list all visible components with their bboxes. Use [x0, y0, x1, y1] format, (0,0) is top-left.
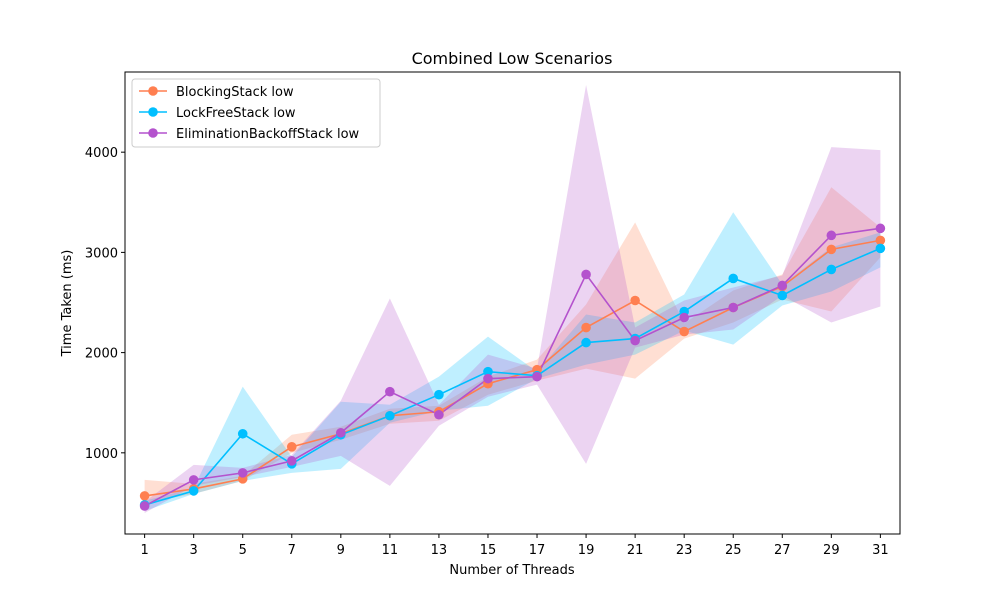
point-series-2-x-21 [630, 335, 640, 346]
point-series-2-x-5 [237, 468, 248, 478]
band-series-2 [144, 85, 881, 513]
point-series-1-x-15 [483, 366, 493, 377]
point-series-2-x-13 [434, 409, 444, 420]
x-tick-label: 21 [627, 543, 644, 558]
line-series-1 [144, 247, 881, 506]
point-series-2-x-3 [188, 475, 199, 485]
point-series-1-x-27 [777, 290, 788, 301]
y-tick-label: 1000 [85, 447, 118, 462]
x-tick-label: 13 [431, 543, 448, 558]
x-axis-ticks: 1 3 5 7 9 11 13 15 17 19 21 23 25 27 29 31 [140, 534, 889, 558]
x-tick-label: 19 [578, 543, 595, 558]
point-series-1-x-11 [385, 410, 395, 421]
point-series-1-x-29 [826, 264, 837, 275]
x-tick-label: 31 [872, 543, 889, 558]
point-series-2-x-17 [532, 371, 542, 382]
x-tick-label: 17 [529, 543, 546, 558]
legend-marker-series-1 [148, 107, 158, 117]
x-tick-label: 5 [239, 543, 247, 558]
x-tick-label: 1 [140, 543, 148, 558]
point-series-1-x-31 [875, 243, 886, 254]
x-tick-label: 23 [676, 543, 693, 558]
series-lines [144, 227, 881, 507]
legend-label-series-0: BlockingStack low [176, 85, 294, 100]
point-series-2-x-19 [581, 269, 591, 280]
point-series-1-x-3 [188, 486, 199, 496]
legend-marker-series-2 [148, 128, 158, 138]
x-tick-label: 11 [382, 543, 399, 558]
legend-label-series-1: LockFreeStack low [176, 106, 296, 121]
point-series-0-x-29 [826, 244, 837, 255]
legend-label-series-2: EliminationBackoffStack low [176, 127, 360, 142]
point-series-2-x-15 [483, 373, 493, 384]
point-series-2-x-11 [385, 386, 395, 397]
line-series-2 [144, 227, 881, 507]
point-series-0-x-7 [286, 442, 297, 452]
point-series-2-x-29 [826, 230, 837, 241]
plot-area-frame [124, 71, 901, 535]
y-tick-label: 3000 [85, 246, 118, 261]
point-series-1-x-25 [728, 273, 739, 284]
series-markers [139, 223, 886, 511]
point-series-2-x-31 [875, 223, 886, 234]
x-tick-label: 7 [288, 543, 296, 558]
point-series-2-x-23 [679, 312, 689, 323]
y-tick-label: 2000 [85, 347, 118, 362]
point-series-2-x-27 [777, 280, 788, 291]
y-axis-ticks: 1000 2000 3000 4000 [85, 146, 125, 462]
point-series-0-x-19 [581, 322, 591, 333]
point-series-2-x-1 [139, 501, 150, 511]
x-tick-label: 29 [823, 543, 840, 558]
point-series-2-x-9 [336, 427, 346, 438]
point-series-0-x-23 [679, 326, 689, 337]
point-series-1-x-13 [434, 389, 444, 400]
point-series-1-x-5 [237, 428, 248, 439]
legend-box [131, 78, 381, 148]
point-series-0-x-1 [139, 491, 150, 501]
x-tick-label: 9 [337, 543, 345, 558]
x-tick-label: 27 [774, 543, 791, 558]
y-axis-title: Time Taken (ms) [60, 250, 75, 358]
legend: BlockingStack low LockFreeStack low Elimin… [131, 78, 381, 148]
y-tick-label: 4000 [85, 146, 118, 161]
point-series-0-x-21 [630, 295, 640, 306]
x-axis-title: Number of Threads [449, 563, 574, 578]
x-tick-label: 25 [725, 543, 742, 558]
point-series-2-x-7 [286, 456, 297, 466]
x-tick-label: 3 [190, 543, 198, 558]
point-series-1-x-19 [581, 337, 591, 348]
chart-title: Combined Low Scenarios [412, 49, 613, 68]
point-series-0-x-31 [875, 235, 886, 246]
point-series-2-x-25 [728, 302, 739, 313]
x-tick-label: 15 [480, 543, 497, 558]
legend-marker-series-0 [148, 86, 158, 96]
